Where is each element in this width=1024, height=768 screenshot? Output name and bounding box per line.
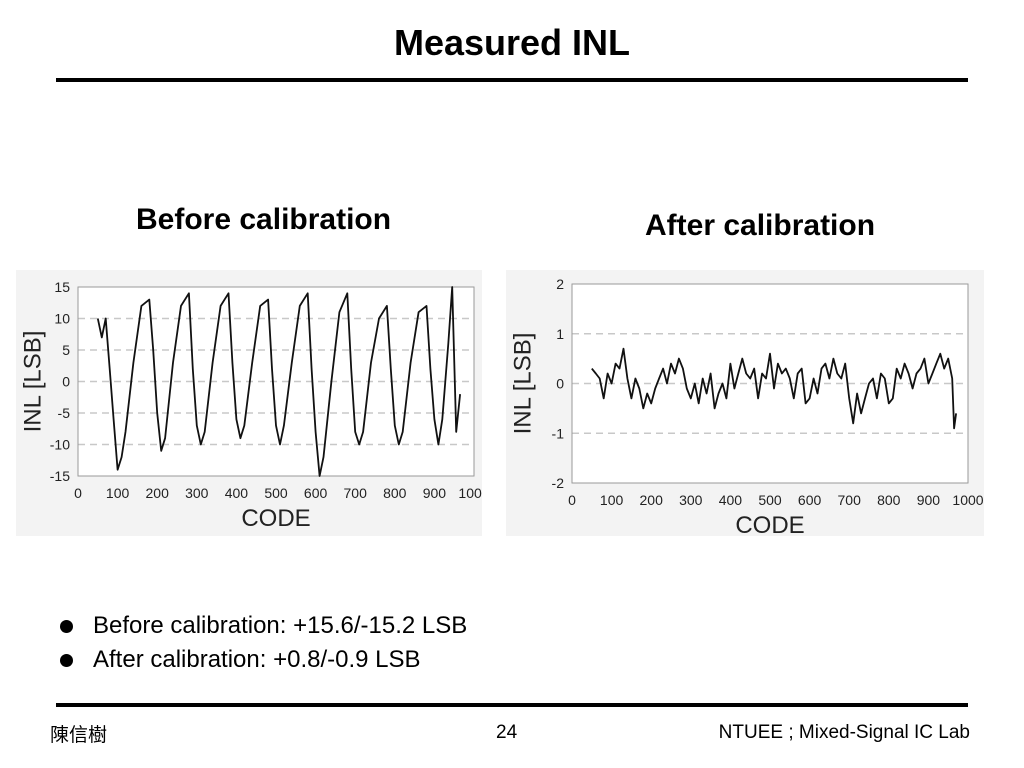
x-tick-label: 900 — [917, 492, 941, 508]
x-tick-label: 1000 — [458, 485, 482, 501]
x-axis-label: CODE — [241, 505, 310, 532]
x-tick-label: 600 — [798, 492, 822, 508]
x-tick-label: 700 — [344, 485, 368, 501]
plot-frame — [77, 286, 475, 477]
y-tick-label: -10 — [50, 437, 70, 453]
footer-lab: NTUEE ; Mixed-Signal IC Lab — [718, 722, 970, 743]
x-axis-label: CODE — [735, 512, 804, 536]
x-tick-label: 400 — [719, 492, 743, 508]
y-tick-label: 5 — [62, 342, 70, 358]
x-tick-label: 100 — [106, 485, 130, 501]
footer-author: 陳信樹 — [50, 725, 108, 746]
x-tick-label: 500 — [758, 492, 782, 508]
y-tick-label: 0 — [62, 374, 70, 390]
x-tick-label: 0 — [568, 492, 576, 508]
bullet-item: After calibration: +0.8/-0.9 LSB — [60, 643, 467, 677]
footer-divider — [56, 703, 968, 707]
y-tick-label: -15 — [50, 468, 70, 484]
x-tick-label: 900 — [423, 485, 447, 501]
inl-series-line — [96, 286, 461, 477]
x-tick-label: 600 — [304, 485, 328, 501]
before-subtitle: Before calibration — [136, 203, 392, 236]
y-tick-label: 2 — [556, 276, 564, 292]
bullet-list: Before calibration: +15.6/-15.2 LSB Afte… — [60, 609, 467, 677]
bullet-text: Before calibration: +15.6/-15.2 LSB — [93, 612, 468, 639]
y-tick-label: -1 — [552, 425, 565, 441]
bullet-item: Before calibration: +15.6/-15.2 LSB — [60, 609, 467, 643]
x-tick-label: 200 — [640, 492, 664, 508]
x-tick-label: 100 — [600, 492, 624, 508]
x-tick-label: 800 — [877, 492, 901, 508]
x-tick-label: 300 — [679, 492, 703, 508]
x-tick-label: 300 — [185, 485, 209, 501]
y-tick-label: -5 — [58, 405, 71, 421]
x-tick-label: 0 — [74, 485, 82, 501]
y-axis-label: INL [LSB] — [19, 331, 46, 433]
page-title: Measured INL — [393, 22, 631, 63]
x-tick-label: 700 — [838, 492, 862, 508]
plot-frame — [571, 283, 969, 484]
x-tick-label: 200 — [146, 485, 170, 501]
x-tick-label: 1000 — [952, 492, 983, 508]
after-subtitle: After calibration — [645, 209, 876, 242]
x-tick-label: 800 — [383, 485, 407, 501]
y-tick-label: 0 — [556, 376, 564, 392]
y-tick-label: 10 — [54, 311, 70, 327]
bullet-dot-icon — [60, 653, 73, 667]
y-tick-label: 1 — [556, 326, 564, 342]
footer-page-number: 24 — [496, 722, 518, 743]
title-divider — [56, 78, 968, 82]
inl-series-line — [591, 347, 957, 430]
x-tick-label: 500 — [264, 485, 288, 501]
y-tick-label: 15 — [54, 279, 70, 295]
after-calibration-chart: 210-1-20 100 200 300 400 500 600 700 800 900 1000C… — [506, 270, 984, 536]
bullet-text: After calibration: +0.8/-0.9 LSB — [93, 646, 421, 673]
bullet-dot-icon — [60, 619, 73, 633]
y-tick-label: -2 — [552, 475, 565, 491]
x-tick-label: 400 — [225, 485, 249, 501]
y-axis-label: INL [LSB] — [509, 333, 536, 435]
